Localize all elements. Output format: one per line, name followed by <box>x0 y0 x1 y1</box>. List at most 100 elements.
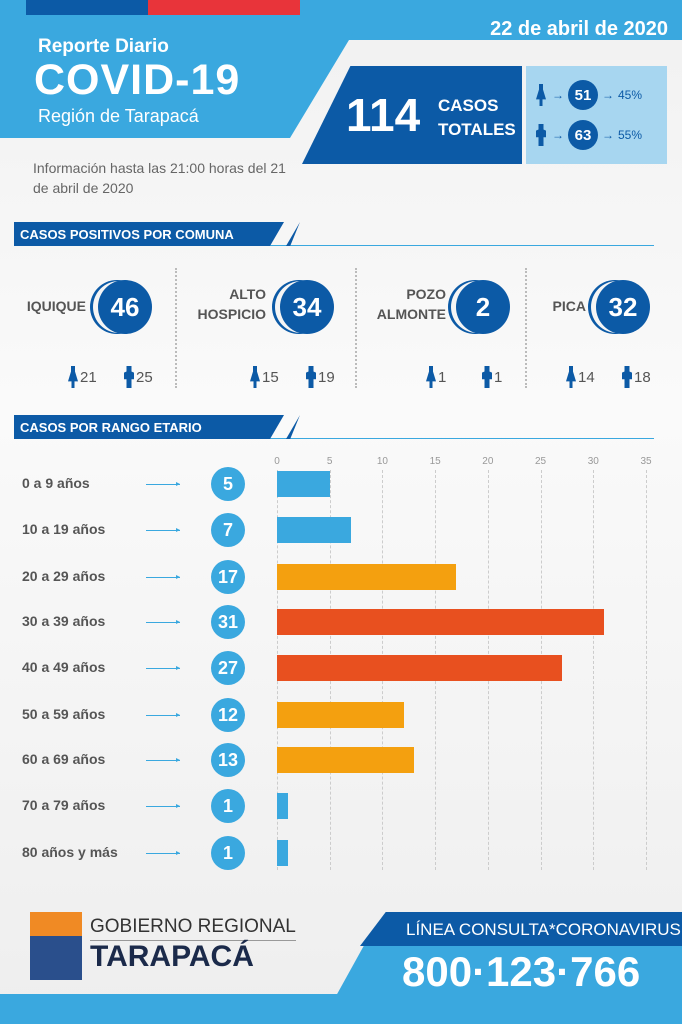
comuna-name: PICA <box>552 298 586 314</box>
footer-band <box>0 994 682 1024</box>
age-range-label: 0 a 9 años <box>22 475 90 491</box>
male-row: → 63 → 55% <box>536 120 642 150</box>
age-range-label: 50 a 59 años <box>22 706 106 722</box>
phone-number[interactable]: 800·123·766 <box>402 948 641 995</box>
male-count: 19 <box>318 368 335 386</box>
comuna-female: 15 <box>250 366 279 388</box>
region-name: Región de Tarapacá <box>38 106 199 126</box>
line-band <box>360 912 682 946</box>
age-range-label: 10 a 19 años <box>22 521 106 537</box>
line-label: LÍNEA CONSULTA*CORONAVIRUS <box>406 920 681 939</box>
female-icon <box>250 366 260 388</box>
comuna-female: 1 <box>426 366 446 388</box>
male-icon <box>306 366 316 388</box>
arrow-icon <box>146 713 180 717</box>
comuna-name: IQUIQUE <box>26 298 86 314</box>
value-label: 13 <box>211 743 245 777</box>
divider <box>355 268 357 388</box>
report-subtitle: Reporte Diario <box>38 36 169 57</box>
value-label: 1 <box>211 836 245 870</box>
x-tick-label: 15 <box>429 456 441 467</box>
grid-line <box>593 470 595 870</box>
comuna-male: 1 <box>482 366 502 388</box>
comuna-female: 14 <box>566 366 595 388</box>
logo-icon <box>30 912 82 980</box>
value-label: 27 <box>211 651 245 685</box>
arrow-icon <box>146 851 180 855</box>
comuna-total: 32 <box>596 280 650 334</box>
male-count: 25 <box>136 368 153 386</box>
arrow-icon <box>146 528 180 532</box>
male-icon <box>622 366 632 388</box>
female-row: → 51 → 45% <box>536 80 642 110</box>
age-range-label: 40 a 49 años <box>22 659 106 675</box>
comuna-total: 34 <box>280 280 334 334</box>
arrow-icon <box>146 804 180 808</box>
female-count: 21 <box>80 368 97 386</box>
male-icon <box>482 366 492 388</box>
comuna-male: 19 <box>306 366 335 388</box>
comuna-name: POZO ALMONTE <box>376 286 446 322</box>
section-title: CASOS POR RANGO ETARIO <box>14 415 284 439</box>
female-icon <box>68 366 78 388</box>
x-tick-label: 0 <box>274 456 280 467</box>
comuna-total: 2 <box>456 280 510 334</box>
arrow: → <box>552 88 564 102</box>
arrow: → <box>602 128 614 142</box>
female-count: 15 <box>262 368 279 386</box>
value-label: 1 <box>211 789 245 823</box>
arrow-icon <box>146 620 180 624</box>
phone-band <box>336 946 682 996</box>
section-comuna: CASOS POSITIVOS POR COMUNA <box>14 222 654 246</box>
x-tick-label: 30 <box>587 456 599 467</box>
arrow: → <box>602 88 614 102</box>
male-count: 63 <box>568 120 598 150</box>
total-label: CASOS TOTALES <box>438 94 516 142</box>
section-slash <box>286 415 300 439</box>
value-label: 7 <box>211 513 245 547</box>
gender-box: → 51 → 45% → 63 → 55% <box>526 66 667 164</box>
grid-line <box>646 470 647 870</box>
value-label: 17 <box>211 560 245 594</box>
x-tick-label: 35 <box>640 456 652 467</box>
bar <box>277 702 404 728</box>
value-label: 12 <box>211 698 245 732</box>
male-pct: 55% <box>618 128 643 142</box>
female-count: 14 <box>578 368 595 386</box>
age-range-label: 70 a 79 años <box>22 797 106 813</box>
male-icon <box>124 366 134 388</box>
bar <box>277 840 288 866</box>
female-count: 51 <box>568 80 598 110</box>
age-range-label: 20 a 29 años <box>22 568 106 584</box>
bar <box>277 747 415 773</box>
total-label-2: TOTALES <box>438 120 516 139</box>
bar <box>277 517 351 543</box>
comuna-male: 18 <box>622 366 651 388</box>
section-title: CASOS POSITIVOS POR COMUNA <box>14 222 284 246</box>
arrow: → <box>552 128 564 142</box>
female-icon <box>536 84 546 106</box>
female-count: 1 <box>438 368 447 386</box>
divider <box>525 268 527 388</box>
report-date: 22 de abril de 2020 <box>490 18 668 40</box>
section-slash <box>286 222 300 246</box>
report-title: COVID-19 <box>34 56 241 104</box>
logo-line2: TARAPACÁ <box>90 940 254 973</box>
bar <box>277 793 288 819</box>
arrow-icon <box>146 575 180 579</box>
arrow-icon <box>146 666 180 670</box>
bar <box>277 655 562 681</box>
value-label: 5 <box>211 467 245 501</box>
header-shape <box>0 0 682 138</box>
x-tick-label: 25 <box>535 456 547 467</box>
total-number: 114 <box>346 89 421 141</box>
bar <box>277 564 457 590</box>
female-icon <box>566 366 576 388</box>
male-count: 1 <box>494 368 503 386</box>
logo-line1: GOBIERNO REGIONAL <box>90 916 296 941</box>
divider <box>175 268 177 388</box>
comuna-female: 21 <box>68 366 97 388</box>
comuna-male: 25 <box>124 366 153 388</box>
section-edad: CASOS POR RANGO ETARIO <box>14 415 654 439</box>
x-tick-label: 20 <box>482 456 494 467</box>
